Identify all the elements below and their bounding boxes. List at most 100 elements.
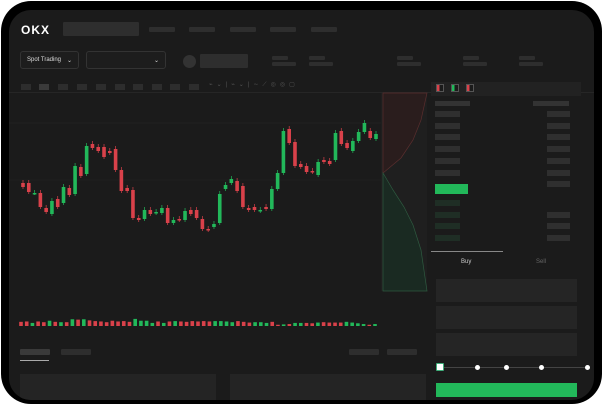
price-display: [200, 54, 248, 68]
candle-body: [183, 211, 187, 220]
volume-bar: [139, 320, 143, 326]
candle-body: [177, 219, 182, 221]
candle-body: [316, 162, 320, 175]
candle-body: [113, 149, 118, 170]
interval-button[interactable]: [21, 84, 31, 90]
ask-amount: [547, 157, 570, 164]
nav-item[interactable]: [230, 27, 256, 32]
pair-dropdown[interactable]: ⌄: [86, 51, 166, 69]
candle-body: [241, 186, 245, 207]
candle-body: [194, 210, 199, 218]
candle-body: [229, 179, 234, 183]
volume-bar: [338, 322, 343, 326]
interval-button[interactable]: [58, 84, 68, 90]
tab-open-orders[interactable]: [20, 349, 50, 355]
volume-bar: [19, 321, 23, 326]
candle-body: [32, 193, 37, 195]
amount-input[interactable]: [436, 306, 577, 329]
interval-button[interactable]: [152, 84, 162, 90]
ask-amount: [547, 111, 570, 117]
ask-price: [435, 122, 460, 129]
chart-tools-icons[interactable]: ⌁⌄|⌁⌄|∼⟋◎◎▢: [209, 82, 299, 88]
slider-track[interactable]: [441, 367, 589, 368]
volume-bar: [116, 321, 120, 326]
volume-bar: [276, 324, 280, 326]
candlestick-chart[interactable]: [9, 10, 594, 400]
candle-body: [142, 210, 147, 219]
candle-body: [73, 166, 77, 194]
candle-body: [90, 144, 95, 148]
filter-button[interactable]: [387, 349, 417, 355]
candle-body: [38, 193, 43, 207]
volume-bar: [24, 321, 29, 326]
chevron-down-icon: ⌄: [66, 57, 72, 64]
stat-value: [272, 62, 296, 66]
slider-stop[interactable]: [504, 365, 509, 370]
total-input[interactable]: [436, 333, 577, 356]
tab-order-history[interactable]: [61, 349, 91, 355]
buy-button[interactable]: [436, 383, 577, 397]
market-type-dropdown[interactable]: Spot Trading ⌄: [20, 51, 79, 69]
candle-body: [333, 133, 338, 160]
volume-bar: [344, 321, 349, 326]
ask-price: [435, 157, 460, 164]
slider-handle[interactable]: [436, 363, 444, 371]
interval-button[interactable]: [115, 84, 125, 90]
interval-button[interactable]: [189, 84, 199, 90]
market-type-label: Spot Trading: [27, 57, 62, 63]
candle-body: [374, 134, 378, 139]
nav-item[interactable]: [270, 27, 296, 32]
ask-price: [435, 134, 460, 141]
orderbook-sell-icon[interactable]: [466, 84, 474, 92]
interval-button[interactable]: [133, 84, 143, 90]
candle-body: [339, 131, 344, 144]
buy-tab[interactable]: Buy: [461, 259, 472, 265]
sell-tab[interactable]: Sell: [536, 259, 547, 265]
interval-button[interactable]: [96, 84, 106, 90]
volume-bar: [110, 320, 115, 326]
volume-bar: [247, 322, 252, 326]
volume-bar: [42, 322, 46, 326]
orderbook-both-icon[interactable]: [436, 84, 444, 92]
filter-button[interactable]: [349, 349, 379, 355]
orderbook-buy-icon[interactable]: [451, 84, 459, 92]
volume-bar: [36, 321, 40, 326]
volume-bar: [82, 319, 86, 326]
interval-button[interactable]: [77, 84, 87, 90]
bid-price: [435, 235, 460, 242]
search-bar[interactable]: [63, 22, 139, 36]
slider-stop[interactable]: [585, 365, 590, 370]
price-input[interactable]: [436, 279, 577, 302]
candle-body: [246, 208, 251, 210]
candle-body: [287, 129, 291, 143]
depth-bids-area: [382, 171, 428, 292]
volume-bar: [104, 322, 109, 326]
interval-button[interactable]: [170, 84, 180, 90]
candle-body: [310, 171, 315, 173]
orderbook-header-price: [435, 101, 470, 106]
slider-stop[interactable]: [475, 365, 480, 370]
candle-body: [351, 141, 355, 151]
volume-bar: [230, 322, 235, 326]
candle-body: [67, 188, 72, 195]
volume-bar: [190, 321, 195, 326]
candle-body: [206, 229, 210, 231]
assets-panel: [230, 374, 426, 400]
volume-bar: [241, 321, 246, 326]
nav-item[interactable]: [311, 27, 337, 32]
nav-item[interactable]: [149, 27, 175, 32]
volume-bar: [70, 319, 75, 326]
stat-label: [519, 56, 535, 60]
candle-body: [96, 147, 101, 151]
volume-bar: [201, 321, 206, 326]
candle-body: [21, 183, 25, 187]
stat-value: [309, 62, 333, 66]
orders-panel: [20, 374, 216, 400]
slider-stop[interactable]: [539, 365, 544, 370]
bid-price: [435, 211, 460, 218]
bid-price: [435, 223, 460, 230]
interval-button-active[interactable]: [39, 84, 49, 90]
nav-item[interactable]: [189, 27, 215, 32]
ask-amount: [547, 134, 570, 141]
